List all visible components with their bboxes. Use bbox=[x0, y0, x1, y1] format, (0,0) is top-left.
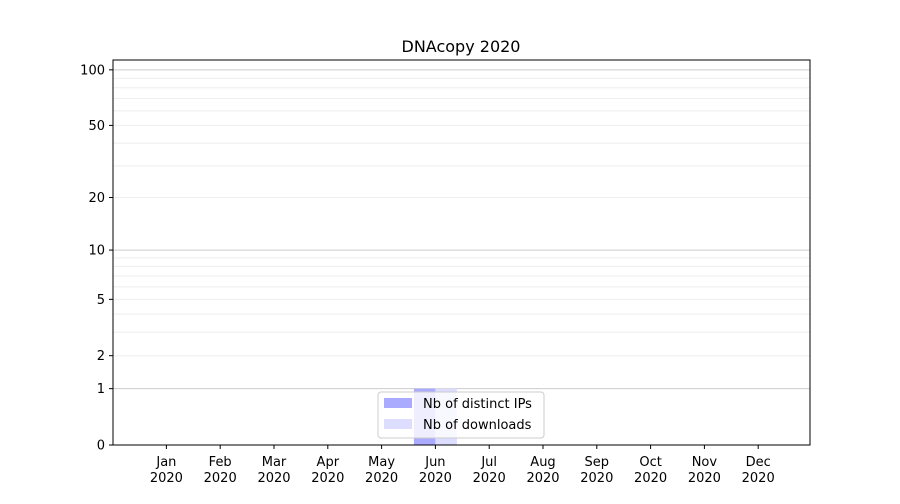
x-tick-label: Apr bbox=[317, 455, 340, 470]
x-tick-label: May bbox=[368, 455, 395, 470]
x-tick-label: Oct bbox=[639, 455, 661, 470]
legend-swatch bbox=[384, 398, 412, 408]
x-tick-label: Jul bbox=[480, 455, 497, 470]
x-tick-label: 2020 bbox=[634, 471, 667, 486]
x-tick-label: 2020 bbox=[419, 471, 452, 486]
x-tick-label: Jan bbox=[155, 455, 176, 470]
x-tick-label: Feb bbox=[209, 455, 232, 470]
legend-box bbox=[377, 391, 545, 439]
x-tick-label: 2020 bbox=[365, 471, 398, 486]
y-tick-label: 10 bbox=[88, 244, 105, 259]
x-tick-label: 2020 bbox=[526, 471, 559, 486]
x-tick-label: 2020 bbox=[473, 471, 506, 486]
x-tick-label: Jun bbox=[424, 455, 445, 470]
x-tick-label: 2020 bbox=[150, 471, 183, 486]
x-tick-label: Nov bbox=[692, 455, 718, 470]
legend-swatch bbox=[384, 419, 412, 429]
x-tick-label: Mar bbox=[262, 455, 287, 470]
y-tick-label: 100 bbox=[80, 63, 105, 78]
x-tick-label: Dec bbox=[746, 455, 771, 470]
x-tick-label: 2020 bbox=[742, 471, 775, 486]
y-tick-label: 2 bbox=[97, 349, 105, 364]
legend-label: Nb of downloads bbox=[423, 418, 532, 433]
x-tick-label: 2020 bbox=[204, 471, 237, 486]
y-tick-label: 1 bbox=[97, 382, 105, 397]
x-tick-label: Sep bbox=[585, 455, 610, 470]
y-tick-label: 50 bbox=[88, 119, 105, 134]
y-tick-label: 5 bbox=[97, 293, 105, 308]
plot-frame bbox=[112, 59, 811, 446]
x-tick-label: 2020 bbox=[311, 471, 344, 486]
x-tick-label: 2020 bbox=[688, 471, 721, 486]
legend-label: Nb of distinct IPs bbox=[423, 397, 532, 412]
x-tick-label: 2020 bbox=[580, 471, 613, 486]
x-tick-label: 2020 bbox=[257, 471, 290, 486]
y-tick-label: 0 bbox=[97, 439, 105, 454]
chart-title: DNAcopy 2020 bbox=[402, 37, 521, 56]
x-tick-label: Aug bbox=[530, 455, 555, 470]
y-tick-label: 20 bbox=[88, 191, 105, 206]
